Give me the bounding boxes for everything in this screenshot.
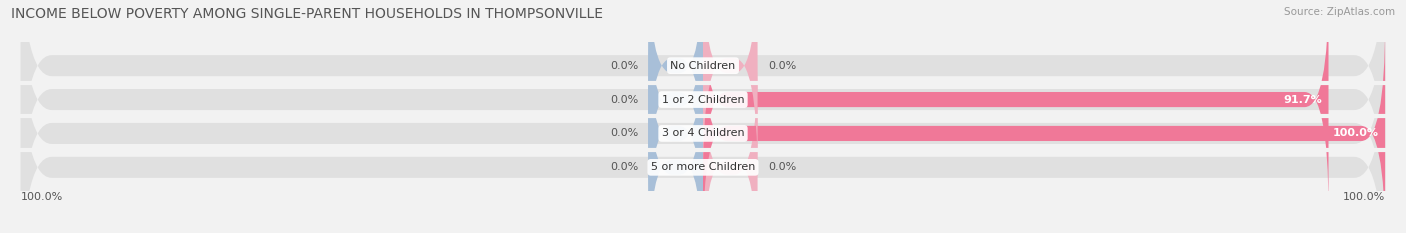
Text: INCOME BELOW POVERTY AMONG SINGLE-PARENT HOUSEHOLDS IN THOMPSONVILLE: INCOME BELOW POVERTY AMONG SINGLE-PARENT… — [11, 7, 603, 21]
Text: 0.0%: 0.0% — [610, 61, 638, 71]
Text: 3 or 4 Children: 3 or 4 Children — [662, 128, 744, 138]
FancyBboxPatch shape — [703, 22, 1385, 233]
Text: 100.0%: 100.0% — [1333, 128, 1378, 138]
Text: 100.0%: 100.0% — [21, 192, 63, 202]
FancyBboxPatch shape — [703, 0, 1329, 211]
FancyBboxPatch shape — [21, 25, 1385, 233]
Text: 0.0%: 0.0% — [610, 128, 638, 138]
FancyBboxPatch shape — [648, 22, 703, 233]
Text: 0.0%: 0.0% — [610, 95, 638, 105]
Text: 0.0%: 0.0% — [768, 162, 796, 172]
FancyBboxPatch shape — [648, 0, 703, 211]
Text: 0.0%: 0.0% — [610, 162, 638, 172]
FancyBboxPatch shape — [648, 0, 703, 177]
FancyBboxPatch shape — [21, 0, 1385, 233]
Text: 100.0%: 100.0% — [1343, 192, 1385, 202]
FancyBboxPatch shape — [21, 0, 1385, 233]
FancyBboxPatch shape — [703, 0, 758, 177]
Text: Source: ZipAtlas.com: Source: ZipAtlas.com — [1284, 7, 1395, 17]
FancyBboxPatch shape — [648, 56, 703, 233]
Text: 1 or 2 Children: 1 or 2 Children — [662, 95, 744, 105]
Text: 5 or more Children: 5 or more Children — [651, 162, 755, 172]
Text: 91.7%: 91.7% — [1282, 95, 1322, 105]
Text: No Children: No Children — [671, 61, 735, 71]
FancyBboxPatch shape — [21, 0, 1385, 208]
Text: 0.0%: 0.0% — [768, 61, 796, 71]
FancyBboxPatch shape — [703, 56, 758, 233]
